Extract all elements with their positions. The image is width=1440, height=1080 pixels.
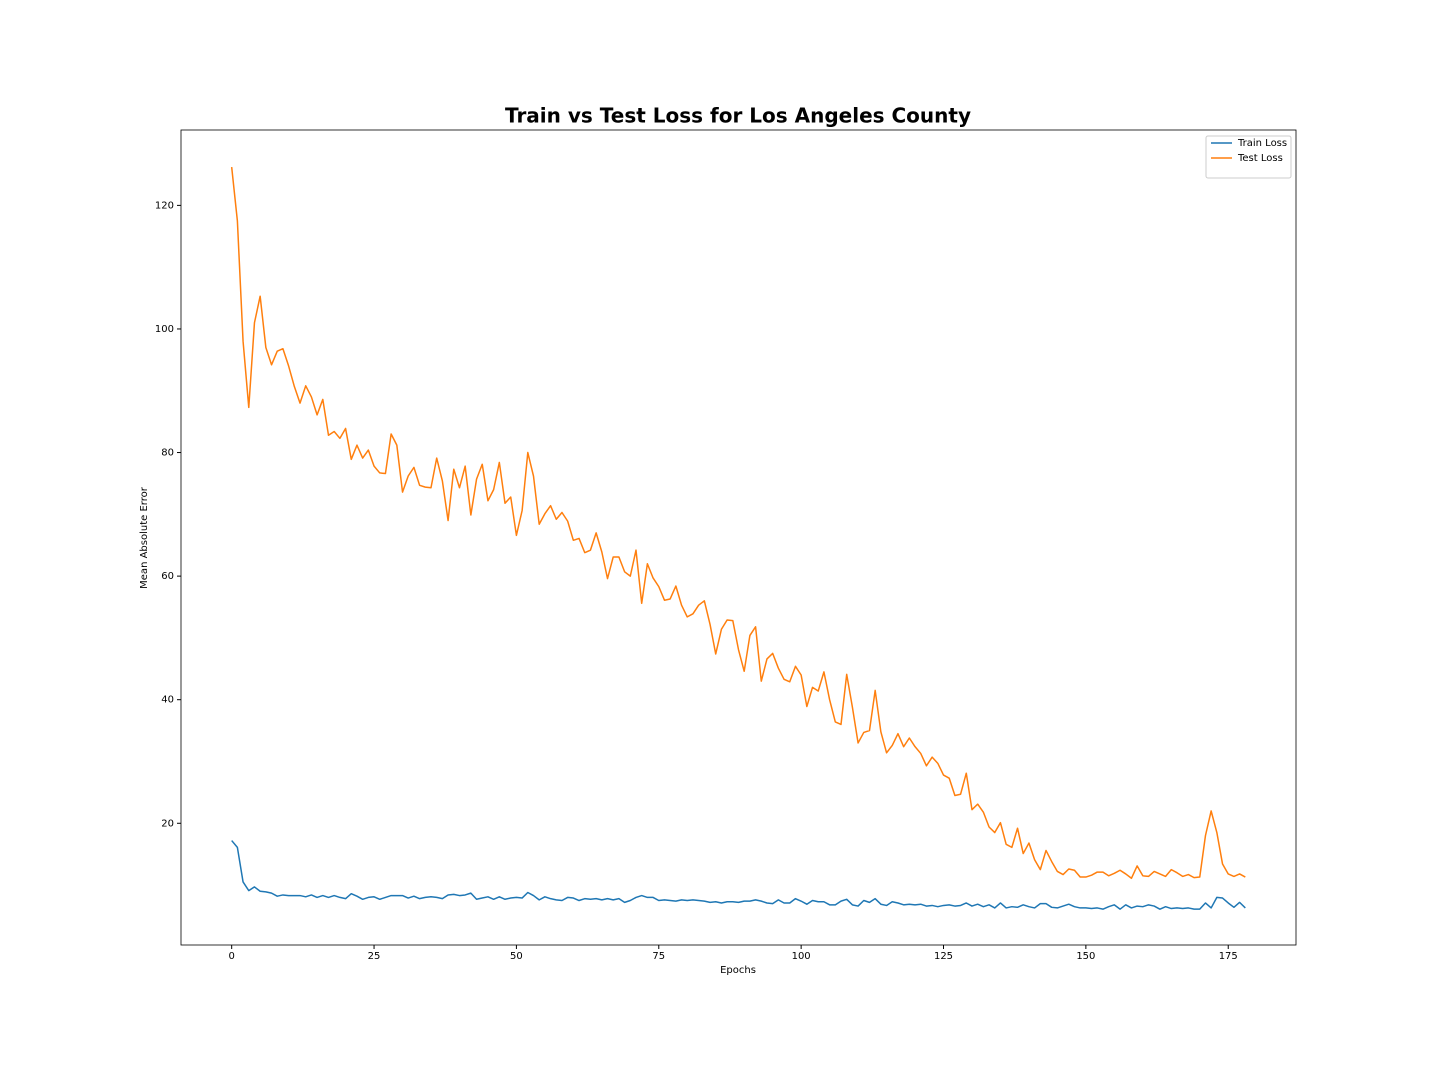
x-tick-label: 75: [652, 951, 665, 962]
y-tick-label: 80: [161, 448, 174, 459]
y-tick-label: 20: [161, 818, 174, 829]
x-tick-label: 100: [792, 951, 811, 962]
x-tick-label: 150: [1076, 951, 1095, 962]
x-tick-label: 25: [368, 951, 381, 962]
series-line: [230, 166, 1246, 880]
plot-frame: [180, 129, 1297, 946]
x-tick-label: 125: [934, 951, 953, 962]
legend-label: Test Loss: [1237, 153, 1283, 164]
y-tick-label: 120: [155, 200, 174, 211]
x-tick-label: 175: [1219, 951, 1238, 962]
legend-label: Train Loss: [1237, 138, 1287, 149]
chart-title: Train vs Test Loss for Los Angeles Count…: [505, 104, 971, 128]
series-line: [231, 840, 1246, 910]
x-tick-label: 50: [510, 951, 523, 962]
x-tick-label: 0: [228, 951, 234, 962]
y-tick-label: 60: [161, 571, 174, 582]
legend-box: [1205, 135, 1292, 179]
y-axis-label: Mean Absolute Error: [139, 486, 150, 589]
y-tick-label: 40: [161, 695, 174, 706]
x-axis-label: Epochs: [720, 965, 756, 976]
y-tick-label: 100: [155, 324, 174, 335]
